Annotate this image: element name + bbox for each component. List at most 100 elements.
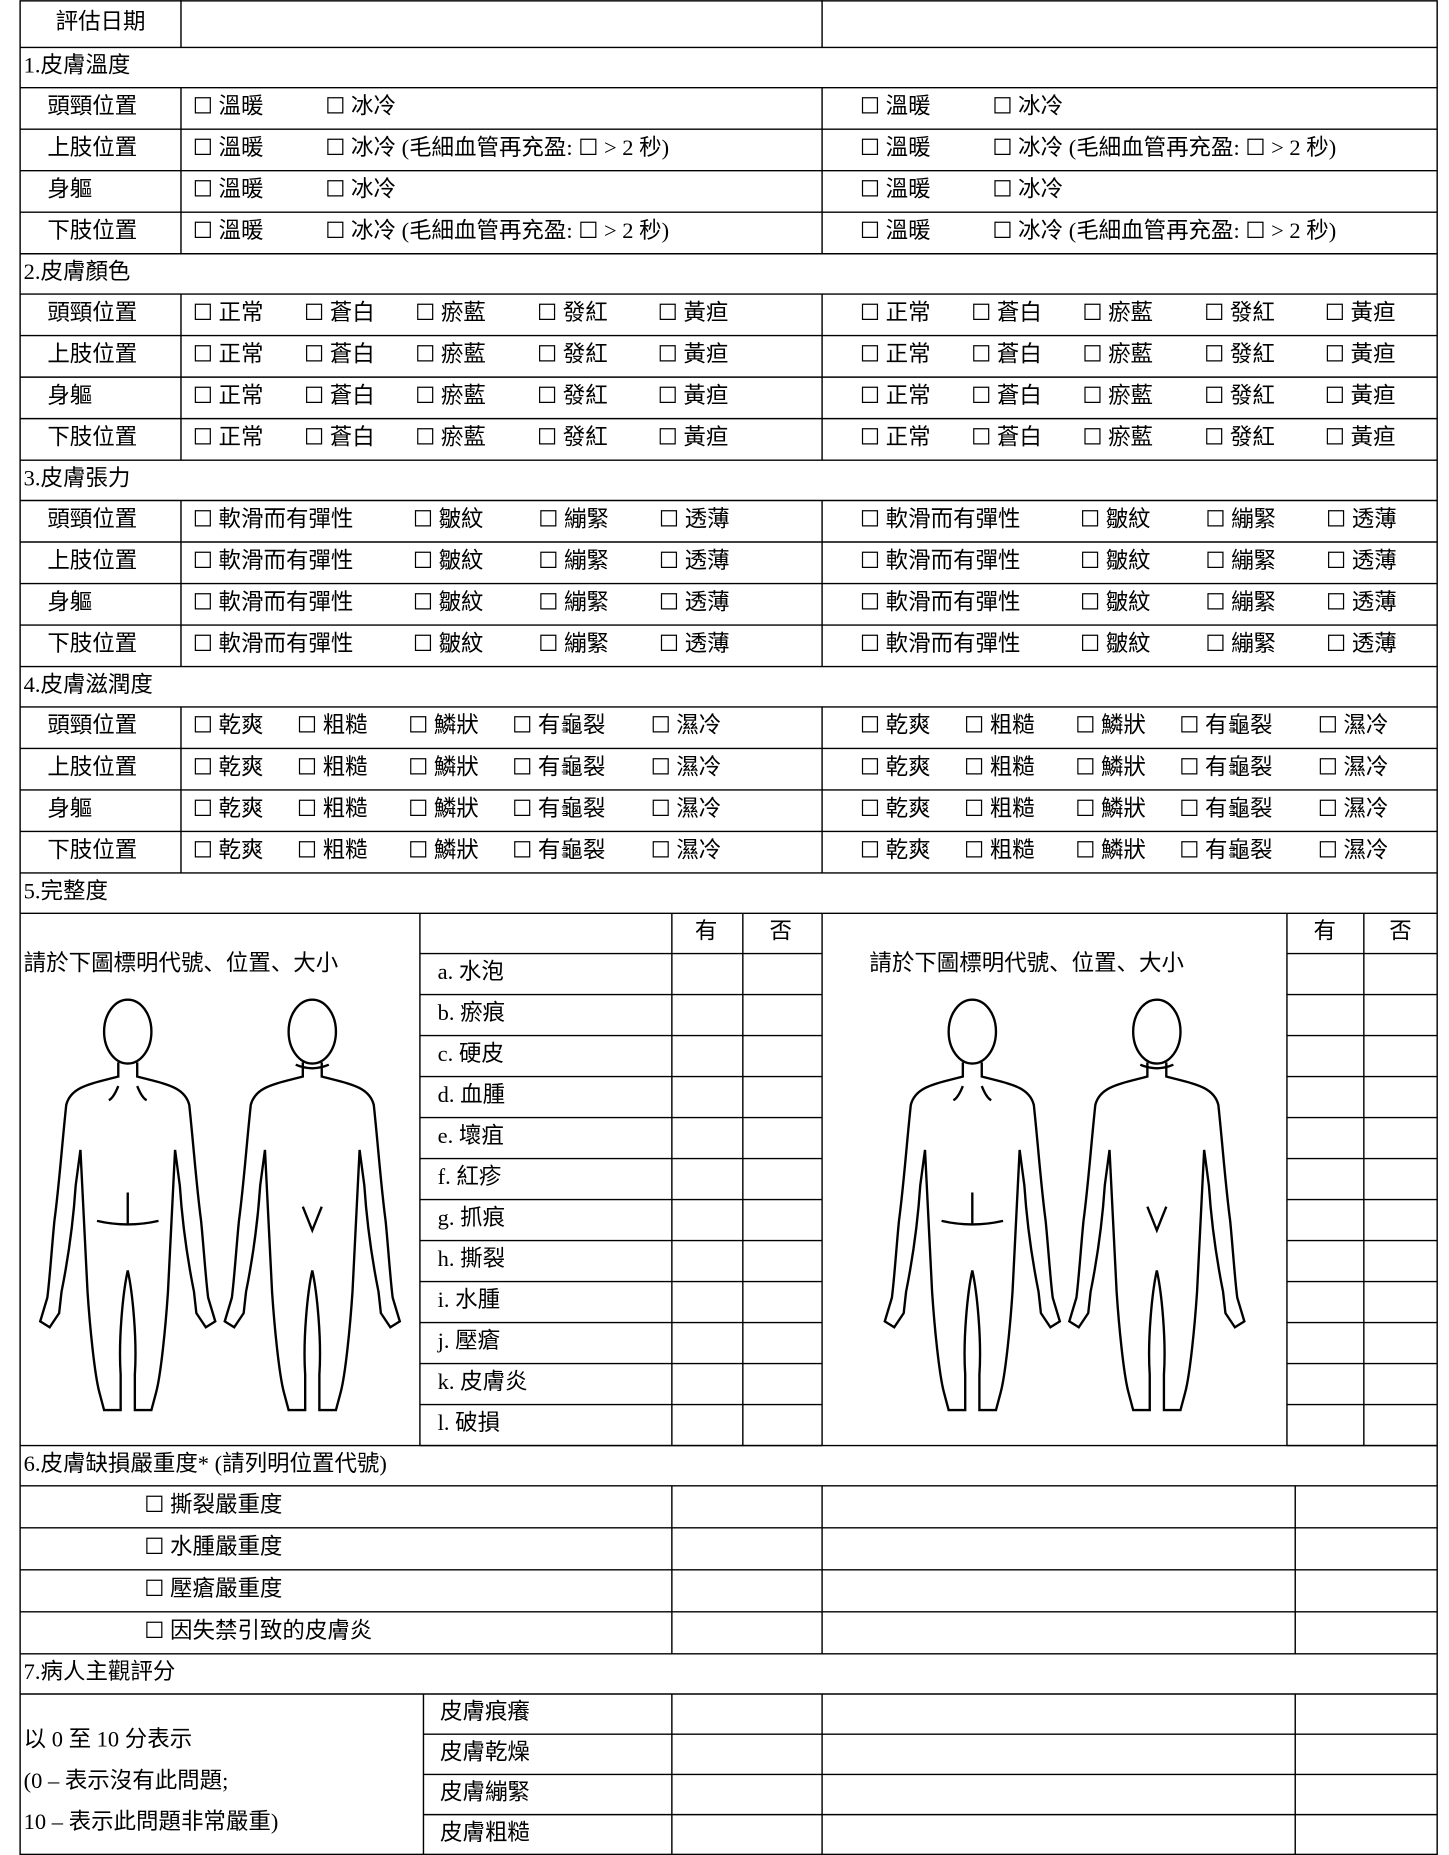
checkbox-option: ☐ 瘀藍 xyxy=(1082,300,1153,325)
checkbox-option: ☐ 濕冷 xyxy=(1318,837,1389,862)
checkbox-option: ☐ 蒼白 xyxy=(304,383,375,408)
checkbox-option: ☐ 冰冷 xyxy=(992,94,1063,119)
checkbox-option: ☐ 瘀藍 xyxy=(415,383,486,408)
checkbox-option: ☐ 繃緊 xyxy=(1205,589,1276,614)
checkbox-option: ☐ 溫暖 xyxy=(860,218,931,243)
checkbox-option: ☐ 瘀藍 xyxy=(415,341,486,366)
checkbox-option: ☐ 發紅 xyxy=(537,424,608,449)
checkbox-option: ☐ 正常 xyxy=(860,300,931,325)
checkbox-option: ☐ 發紅 xyxy=(537,341,608,366)
checkbox-option: ☐ 黃疸 xyxy=(658,424,729,449)
checkbox-option: ☐ 粗糙 xyxy=(964,754,1035,779)
checkbox-option: ☐ 鱗狀 xyxy=(408,796,479,821)
checkbox-option: ☐ 有龜裂 xyxy=(512,754,605,779)
checkbox-option: ☐ 正常 xyxy=(193,341,264,366)
checkbox-option: ☐ 蒼白 xyxy=(304,341,375,366)
checkbox-option: ☐ 冰冷 (毛細血管再充盈: ☐ > 2 秒) xyxy=(325,135,669,160)
checkbox-option: ☐ 有龜裂 xyxy=(1179,754,1272,779)
item-label: j. 壓瘡 xyxy=(437,1328,500,1353)
item-label: ☐ 因失禁引致的皮膚炎 xyxy=(144,1618,372,1643)
row-label: 下肢位置 xyxy=(47,424,137,449)
checkbox-option: ☐ 冰冷 xyxy=(992,177,1063,202)
checkbox-option: ☐ 冰冷 (毛細血管再充盈: ☐ > 2 秒) xyxy=(992,135,1336,160)
checkbox-option: ☐ 溫暖 xyxy=(860,94,931,119)
row-label: 頭頸位置 xyxy=(47,506,137,531)
checkbox-option: ☐ 瘀藍 xyxy=(1082,424,1153,449)
checkbox-option: ☐ 粗糙 xyxy=(964,796,1035,821)
row-label: 身軀 xyxy=(47,177,92,202)
checkbox-option: ☐ 黃疸 xyxy=(1325,383,1396,408)
checkbox-option: ☐ 粗糙 xyxy=(297,837,368,862)
checkbox-option: ☐ 透薄 xyxy=(659,631,730,656)
checkbox-option: ☐ 透薄 xyxy=(1326,548,1397,573)
checkbox-option: ☐ 溫暖 xyxy=(860,135,931,160)
checkbox-option: ☐ 正常 xyxy=(860,341,931,366)
checkbox-option: ☐ 粗糙 xyxy=(964,713,1035,738)
checkbox-option: ☐ 濕冷 xyxy=(1318,754,1389,779)
checkbox-option: ☐ 溫暖 xyxy=(193,94,264,119)
checkbox-option: ☐ 鱗狀 xyxy=(1075,754,1146,779)
checkbox-option: ☐ 繃緊 xyxy=(538,548,609,573)
section-title: 6.皮膚缺損嚴重度* (請列明位置代號) xyxy=(24,1451,387,1476)
row-label: 身軀 xyxy=(47,383,92,408)
item-label: ☐ 壓瘡嚴重度 xyxy=(144,1576,282,1601)
row-label: 上肢位置 xyxy=(47,548,137,573)
checkbox-option: ☐ 濕冷 xyxy=(651,796,722,821)
checkbox-option: ☐ 皺紋 xyxy=(413,631,484,656)
checkbox-option: ☐ 正常 xyxy=(193,383,264,408)
instruction: 請於下圖標明代號、位置、大小 xyxy=(24,951,339,976)
row-label: 身軀 xyxy=(47,796,92,821)
checkbox-option: ☐ 冰冷 (毛細血管再充盈: ☐ > 2 秒) xyxy=(325,218,669,243)
checkbox-option: ☐ 鱗狀 xyxy=(1075,796,1146,821)
item-label: a. 水泡 xyxy=(438,959,504,984)
checkbox-option: ☐ 透薄 xyxy=(659,506,730,531)
checkbox-option: ☐ 溫暖 xyxy=(193,135,264,160)
checkbox-option: ☐ 透薄 xyxy=(659,548,730,573)
checkbox-option: ☐ 軟滑而有彈性 xyxy=(193,506,354,531)
checkbox-option: ☐ 濕冷 xyxy=(1318,796,1389,821)
checkbox-option: ☐ 瘀藍 xyxy=(415,424,486,449)
column-header: 有 xyxy=(1314,919,1336,944)
row-label: 下肢位置 xyxy=(47,218,137,243)
checkbox-option: ☐ 黃疸 xyxy=(1325,424,1396,449)
item-label: k. 皮膚炎 xyxy=(438,1369,528,1394)
item-label: l. 破損 xyxy=(438,1410,500,1435)
checkbox-option: ☐ 濕冷 xyxy=(651,837,722,862)
checkbox-option: ☐ 蒼白 xyxy=(971,341,1042,366)
checkbox-option: ☐ 發紅 xyxy=(1204,383,1275,408)
checkbox-option: ☐ 透薄 xyxy=(1326,631,1397,656)
checkbox-option: ☐ 乾爽 xyxy=(193,796,264,821)
checkbox-option: ☐ 乾爽 xyxy=(860,713,931,738)
field-label: 評估日期 xyxy=(56,9,146,34)
row-label: 頭頸位置 xyxy=(47,300,137,325)
checkbox-option: ☐ 有龜裂 xyxy=(1179,796,1272,821)
column-header: 否 xyxy=(1389,919,1411,944)
note-line: 10 – 表示此問題非常嚴重) xyxy=(24,1809,279,1834)
checkbox-option: ☐ 粗糙 xyxy=(964,837,1035,862)
checkbox-option: ☐ 乾爽 xyxy=(193,837,264,862)
item-label: 皮膚乾燥 xyxy=(440,1739,530,1764)
checkbox-option: ☐ 軟滑而有彈性 xyxy=(193,589,354,614)
checkbox-option: ☐ 黃疸 xyxy=(1325,300,1396,325)
item-label: c. 硬皮 xyxy=(438,1041,504,1066)
item-label: b. 瘀痕 xyxy=(438,1000,505,1025)
checkbox-option: ☐ 蒼白 xyxy=(304,300,375,325)
checkbox-option: ☐ 發紅 xyxy=(1204,300,1275,325)
checkbox-option: ☐ 皺紋 xyxy=(413,589,484,614)
row-label: 頭頸位置 xyxy=(47,713,137,738)
item-label: 皮膚粗糙 xyxy=(440,1820,530,1845)
section-title: 1.皮膚溫度 xyxy=(24,53,131,78)
checkbox-option: ☐ 乾爽 xyxy=(860,837,931,862)
body-figure xyxy=(223,998,401,1412)
column-header: 有 xyxy=(695,919,717,944)
checkbox-option: ☐ 乾爽 xyxy=(193,713,264,738)
item-label: 皮膚繃緊 xyxy=(440,1780,530,1805)
checkbox-option: ☐ 鱗狀 xyxy=(1075,713,1146,738)
checkbox-option: ☐ 有龜裂 xyxy=(512,837,605,862)
item-label: e. 壞疽 xyxy=(438,1123,504,1148)
row-label: 上肢位置 xyxy=(47,754,137,779)
checkbox-option: ☐ 皺紋 xyxy=(1080,548,1151,573)
checkbox-option: ☐ 黃疸 xyxy=(658,383,729,408)
